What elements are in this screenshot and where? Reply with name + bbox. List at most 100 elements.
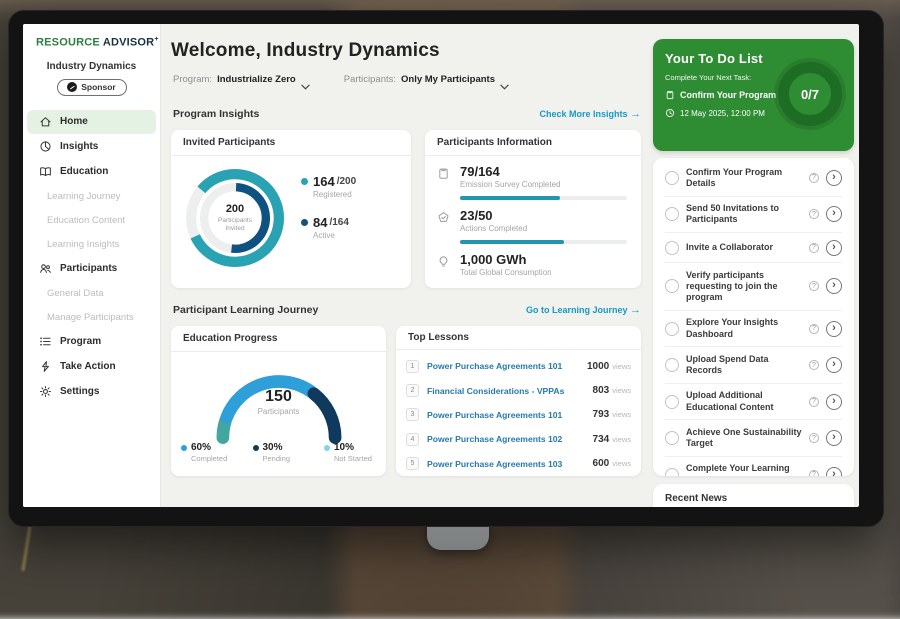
sidebar-item-manage-participants[interactable]: Manage Participants <box>23 306 160 329</box>
chevron-right-icon[interactable]: › <box>826 206 842 223</box>
todo-task-invite-a-collaborator[interactable]: Invite a Collaborator? › <box>665 233 842 263</box>
chevron-right-icon[interactable]: › <box>826 278 842 295</box>
todo-task-send-50-invitations-to-participants[interactable]: Send 50 Invitations to Participants? › <box>665 197 842 233</box>
monitor-bezel: RESOURCE ADVISOR+ Industry Dynamics Spon… <box>8 10 884 527</box>
settings-icon <box>39 385 52 398</box>
donut-legend-item: 164/200 Registered <box>301 174 356 199</box>
task-checkbox[interactable] <box>665 467 679 476</box>
task-checkbox[interactable] <box>665 170 679 185</box>
lesson-row: 1 Power Purchase Agreements 101 1000 views <box>406 354 631 378</box>
sidebar-item-general-data[interactable]: General Data <box>23 282 160 305</box>
stat-total-global-consumption: 1,000 GWh Total Global Consumption <box>437 252 627 277</box>
todo-task-upload-spend-data-records[interactable]: Upload Spend Data Records? › <box>665 347 842 384</box>
lesson-rank-badge: 5 <box>406 457 419 471</box>
sidebar-item-take-action[interactable]: Take Action <box>23 355 160 379</box>
program-filter-value: Industrialize Zero <box>217 74 296 85</box>
education-progress-card-title: Education Progress <box>171 326 386 352</box>
stat-progress-fill <box>460 240 564 244</box>
task-checkbox[interactable] <box>665 431 679 445</box>
sidebar-item-participants[interactable]: Participants <box>23 257 160 281</box>
todo-task-complete-your-learning-journey[interactable]: Complete Your Learning Journey? › <box>665 457 842 476</box>
lesson-row: 5 Power Purchase Agreements 103 600 views <box>406 452 631 476</box>
program-icon <box>39 335 52 348</box>
program-insights-header: Program Insights Check More Insights → <box>173 108 641 120</box>
top-lessons-list: 1 Power Purchase Agreements 101 1000 views 2… <box>406 354 631 476</box>
task-label: Verify participants requesting to join t… <box>686 269 778 303</box>
dashboard-screen: RESOURCE ADVISOR+ Industry Dynamics Spon… <box>23 24 859 507</box>
lesson-views-label: views <box>612 386 631 396</box>
task-checkbox[interactable] <box>665 321 679 336</box>
check-more-insights-link[interactable]: Check More Insights → <box>539 108 641 120</box>
legend-dot-icon <box>181 444 187 451</box>
donut-legend: 164/200 Registered 84/164 Active <box>301 174 356 256</box>
chevron-right-icon[interactable]: › <box>826 393 842 410</box>
sidebar-item-learning-journey[interactable]: Learning Journey <box>23 185 160 208</box>
sidebar-item-education-content[interactable]: Education Content <box>23 209 160 232</box>
info-icon[interactable]: ? <box>809 469 819 476</box>
account-name: Industry Dynamics <box>46 60 137 72</box>
sidebar-item-label: Learning Insights <box>47 238 120 250</box>
task-checkbox[interactable] <box>665 240 679 255</box>
task-label: Send 50 Invitations to Participants <box>686 203 780 225</box>
info-icon[interactable]: ? <box>809 209 819 220</box>
todo-summary-card: Your To Do List Complete Your Next Task:… <box>653 39 854 151</box>
legend-label: Completed <box>191 454 228 463</box>
chevron-right-icon[interactable]: › <box>826 169 842 186</box>
learning-journey-header: Participant Learning Journey Go to Learn… <box>173 304 641 316</box>
participants-filter-dropdown[interactable]: Participants: Only My Participants <box>344 74 509 90</box>
info-icon[interactable]: ? <box>809 433 819 443</box>
sidebar-item-insights[interactable]: Insights <box>23 135 160 159</box>
lesson-title-link[interactable]: Power Purchase Agreements 101 <box>427 361 563 372</box>
task-checkbox[interactable] <box>665 207 679 222</box>
stat-actions-completed: 23/50 Actions Completed <box>437 208 627 244</box>
gauge-legend: 60% Completed 30% Pending 10% Not Started <box>181 442 380 463</box>
todo-task-explore-your-insights-dashboard[interactable]: Explore Your Insights Dashboard? › <box>665 311 842 348</box>
lesson-rank-badge: 3 <box>406 408 419 422</box>
sidebar-item-education[interactable]: Education <box>23 160 160 184</box>
lesson-row: 2 Financial Considerations - VPPAs 803 view… <box>406 378 631 402</box>
sponsor-label: Sponsor <box>81 82 116 93</box>
sidebar-item-label: Education <box>60 166 109 178</box>
chevron-right-icon[interactable]: › <box>826 357 842 373</box>
todo-task-verify-participants-requesting-to-join-the-program[interactable]: Verify participants requesting to join t… <box>665 263 842 311</box>
chevron-right-icon[interactable]: › <box>826 320 842 337</box>
participants-information-card-title: Participants Information <box>425 130 641 156</box>
sidebar-item-program[interactable]: Program <box>23 330 160 354</box>
invited-participants-card-title: Invited Participants <box>171 130 411 156</box>
chevron-right-icon[interactable]: › <box>826 430 842 446</box>
gauge-legend-item: 60% Completed <box>181 442 237 463</box>
lesson-title-link[interactable]: Power Purchase Agreements 101 <box>427 409 563 420</box>
home-icon <box>39 115 52 128</box>
lesson-views-count: 600 <box>592 458 610 470</box>
chevron-right-icon[interactable]: › <box>826 239 842 256</box>
lesson-rank-badge: 1 <box>406 359 419 373</box>
info-icon[interactable]: ? <box>809 396 819 407</box>
info-icon[interactable]: ? <box>809 323 819 334</box>
program-filter-dropdown[interactable]: Program: Industrialize Zero <box>173 74 310 90</box>
info-icon[interactable]: ? <box>809 172 819 183</box>
info-icon[interactable]: ? <box>809 360 819 370</box>
todo-task-upload-additional-educational-content[interactable]: Upload Additional Educational Content? › <box>665 384 842 421</box>
sidebar-item-home[interactable]: Home <box>27 109 156 134</box>
go-to-learning-journey-link[interactable]: Go to Learning Journey → <box>525 304 641 316</box>
stat-progress-fill <box>460 196 561 200</box>
sidebar-item-settings[interactable]: Settings <box>23 380 160 404</box>
todo-task-achieve-one-sustainability-target[interactable]: Achieve One Sustainability Target? › <box>665 420 842 457</box>
task-checkbox[interactable] <box>665 358 679 372</box>
todo-task-confirm-your-program-details[interactable]: Confirm Your Program Details? › <box>665 160 842 197</box>
info-icon[interactable]: ? <box>809 242 819 253</box>
task-checkbox[interactable] <box>665 279 679 294</box>
stat-label: Emission Survey Completed <box>460 180 561 189</box>
sidebar-item-learning-insights[interactable]: Learning Insights <box>23 233 160 256</box>
lesson-views-count: 793 <box>592 409 610 421</box>
lesson-title-link[interactable]: Power Purchase Agreements 102 <box>427 434 563 445</box>
info-icon[interactable]: ? <box>809 281 819 292</box>
chevron-right-icon[interactable]: › <box>826 466 842 476</box>
arrow-right-icon: → <box>630 304 641 316</box>
lesson-title-link[interactable]: Power Purchase Agreements 103 <box>427 458 563 469</box>
lesson-title-link[interactable]: Financial Considerations - VPPAs <box>427 385 565 396</box>
sponsor-badge[interactable]: Sponsor <box>56 78 127 96</box>
sidebar-item-label: Home <box>60 116 88 128</box>
task-checkbox[interactable] <box>665 394 679 409</box>
participants-information-card: Participants Information 79/164 Emission … <box>425 130 641 288</box>
